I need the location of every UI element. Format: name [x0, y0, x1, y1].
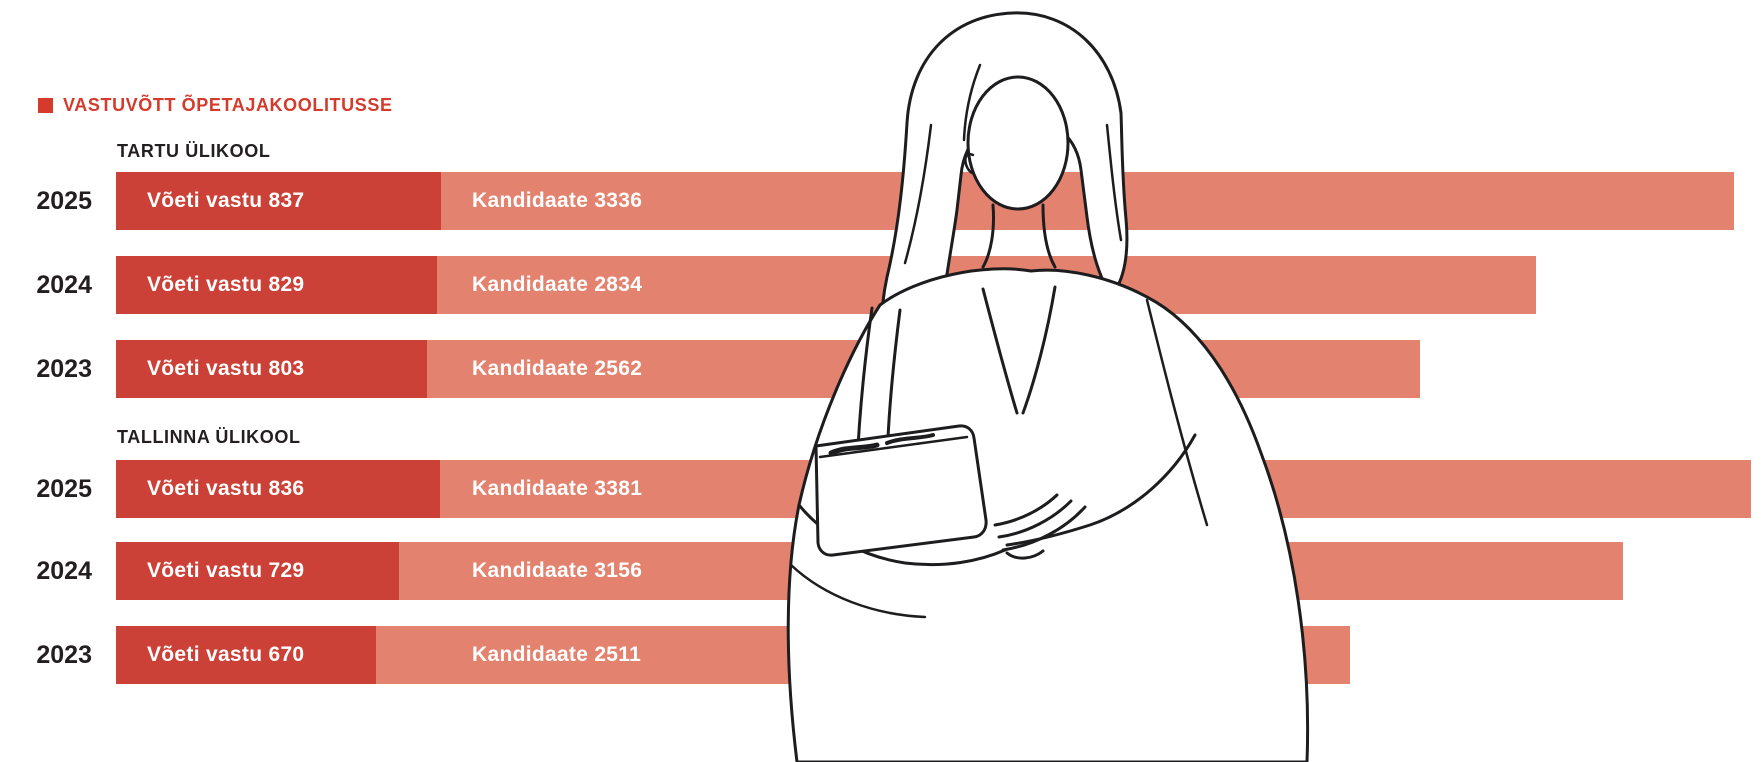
collar-left — [983, 289, 1017, 413]
hair-strand-right — [1107, 125, 1121, 240]
section-label: TALLINNA ÜLIKOOL — [117, 427, 301, 447]
thumb-line — [1007, 551, 1043, 558]
hair-strand-top — [964, 65, 980, 140]
year-label: 2025 — [36, 474, 92, 503]
accepted-value-label: Võeti vastu 836 — [147, 477, 305, 500]
accepted-bar-segment — [116, 460, 440, 518]
neck-line-right — [1043, 205, 1055, 267]
candidates-value-label: Kandidaate 3156 — [472, 559, 643, 582]
accepted-value-label: Võeti vastu 829 — [147, 273, 305, 296]
accepted-bar-segment — [116, 340, 427, 398]
left-forearm-line — [791, 565, 925, 617]
accepted-value-label: Võeti vastu 670 — [147, 643, 305, 666]
year-label: 2024 — [36, 556, 92, 585]
year-label: 2023 — [36, 640, 92, 669]
accepted-value-label: Võeti vastu 729 — [147, 559, 305, 582]
accepted-bar-segment — [116, 542, 399, 600]
accepted-bar-segment — [116, 172, 441, 230]
candidates-value-label: Kandidaate 2562 — [472, 357, 643, 380]
accepted-value-label: Võeti vastu 837 — [147, 189, 305, 212]
book-scribble-2 — [887, 435, 933, 443]
chart-title-block: VASTUVÕTT ÕPETAJAKOOLITUSSE — [38, 95, 393, 116]
candidates-value-label: Kandidaate 3381 — [472, 477, 643, 500]
year-label: 2025 — [36, 186, 92, 215]
year-label: 2023 — [36, 354, 92, 383]
hair-strand-left — [905, 125, 931, 263]
woman-line-art-illustration — [755, 5, 1335, 762]
accepted-bar-segment — [116, 626, 376, 684]
legend-square-icon — [38, 98, 53, 113]
book-pages-edge — [820, 437, 967, 457]
face-outline — [968, 77, 1068, 209]
finger-line-2 — [999, 501, 1071, 537]
ear-icon — [965, 154, 973, 173]
section-label: TARTU ÜLIKOOL — [117, 141, 271, 161]
accepted-bar-segment — [116, 256, 437, 314]
collar-right — [1023, 287, 1055, 413]
candidates-value-label: Kandidaate 2834 — [472, 273, 643, 296]
neck-line-left — [983, 205, 994, 267]
year-label: 2024 — [36, 270, 92, 299]
finger-line-1 — [1003, 507, 1085, 550]
book-cover — [816, 426, 986, 555]
finger-line-3 — [995, 495, 1057, 525]
chart-title: VASTUVÕTT ÕPETAJAKOOLITUSSE — [63, 95, 393, 115]
accepted-value-label: Võeti vastu 803 — [147, 357, 305, 380]
book-scribble-1 — [831, 445, 877, 453]
candidates-value-label: Kandidaate 3336 — [472, 189, 643, 212]
candidates-value-label: Kandidaate 2511 — [472, 643, 642, 666]
shoulder-fold — [1147, 300, 1207, 525]
